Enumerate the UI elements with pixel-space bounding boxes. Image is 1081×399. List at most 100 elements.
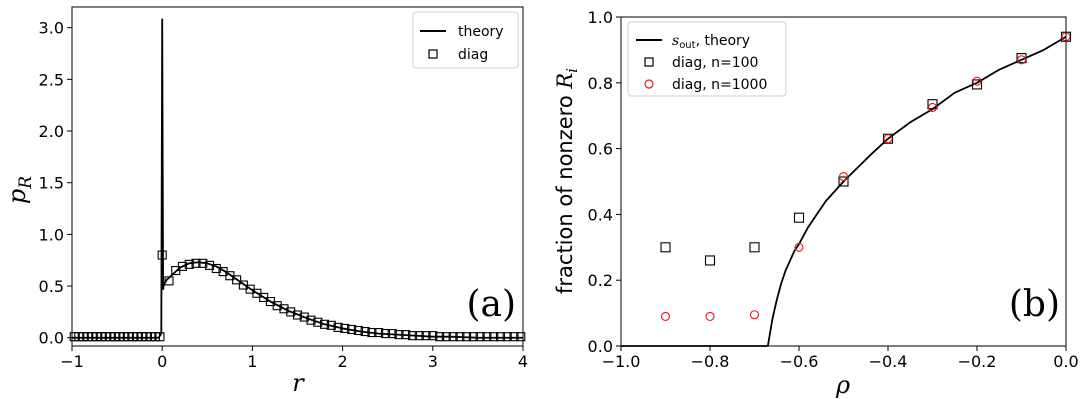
- panel-a-legend-box: [412, 11, 519, 69]
- a-diag-point: [441, 332, 451, 342]
- a-diag-point: [320, 319, 330, 329]
- a-diag-point: [198, 258, 208, 268]
- panel-b-legend-n1000-label: diag, n=1000: [672, 77, 767, 93]
- a-diag-point: [313, 317, 323, 327]
- a-diag-point: [205, 260, 215, 270]
- a-diag-point: [367, 328, 377, 338]
- b-diag-n100-point: [1016, 53, 1027, 64]
- a-y-tick-label: 1.0: [39, 225, 64, 244]
- b-diag-n1000-point: [838, 172, 849, 182]
- panel-a-legend-theory-label: theory: [458, 24, 504, 40]
- a-diag-point: [428, 331, 438, 341]
- b-diag-n1000-point: [749, 310, 760, 320]
- a-diag-point: [482, 332, 492, 342]
- b-diag-n1000-point: [705, 311, 715, 321]
- panel-b-legend-n1000-swatch: [644, 79, 654, 89]
- a-diag-point: [455, 332, 465, 342]
- a-diag-point: [495, 332, 506, 342]
- panel-b-y-axis-label: fraction of nonzero Ri: [553, 68, 581, 294]
- a-y-tick-label: 3.0: [39, 19, 64, 38]
- a-diag-point: [475, 332, 485, 342]
- b-diag-n1000-point: [927, 102, 938, 113]
- panel-b-tag: (b): [1009, 284, 1060, 325]
- a-x-tick-label: 1: [247, 352, 257, 371]
- a-diag-point: [333, 322, 343, 332]
- panel-b-legend: sout, theory diag, n=100 diag, n=1000: [627, 21, 787, 97]
- panel-a-plot-frame: [71, 6, 524, 347]
- b-x-tick-label: −0.6: [780, 352, 819, 371]
- panel-b-legend-box: [627, 21, 787, 97]
- b-diag-n100-point: [793, 212, 805, 223]
- a-y-tick-label: 1.5: [39, 174, 64, 193]
- a-diag-point: [232, 275, 242, 285]
- a-y-tick-label: 2.0: [39, 122, 64, 141]
- a-diag-point: [299, 312, 309, 322]
- b-y-tick-label: 1.0: [588, 8, 613, 27]
- a-y-tick-label: 0.0: [39, 329, 64, 348]
- b-diag-n1000-point: [972, 76, 982, 86]
- b-theory-line: [621, 35, 1067, 347]
- b-y-tick-label: 0.4: [588, 205, 613, 224]
- a-diag-point: [184, 259, 194, 269]
- a-x-tick-label: −1: [60, 352, 84, 371]
- a-diag-point: [462, 332, 472, 342]
- a-diag-point: [191, 258, 201, 268]
- a-diag-point: [414, 331, 424, 341]
- a-diag-point: [272, 301, 282, 311]
- a-diag-point: [326, 320, 336, 330]
- b-x-tick-label: −0.8: [691, 352, 730, 371]
- a-diag-point: [353, 325, 363, 336]
- a-diag-point: [155, 332, 165, 342]
- b-x-tick-label: −1.0: [602, 352, 641, 371]
- b-y-tick-label: 0.0: [588, 337, 613, 356]
- a-diag-point: [509, 332, 519, 342]
- panel-a-legend: theory diag: [412, 11, 519, 69]
- a-x-tick-label: 4: [518, 352, 528, 371]
- panel-a-tag: (a): [466, 284, 516, 325]
- a-diag-point: [435, 332, 445, 342]
- panel-a-legend-diag-label: diag: [458, 47, 488, 63]
- b-diag-n100-point: [927, 99, 938, 110]
- panel-b-legend-n100-swatch: [644, 57, 654, 67]
- a-x-tick-label: 0: [157, 352, 167, 371]
- a-diag-point: [394, 330, 404, 340]
- panel-b-legend-n100-label: diag, n=100: [672, 55, 758, 71]
- a-diag-point: [421, 331, 431, 341]
- a-diag-point: [177, 261, 188, 271]
- panel-a-legend-diag-swatch: [428, 49, 438, 59]
- a-diag-point: [279, 304, 289, 314]
- b-y-tick-label: 0.2: [588, 271, 613, 290]
- b-x-tick-label: −0.2: [958, 352, 997, 371]
- a-diag-point: [387, 329, 397, 339]
- a-diag-point: [380, 329, 390, 339]
- a-diag-point: [347, 324, 357, 335]
- panel-a-y-axis-label: pR: [3, 176, 36, 204]
- b-diag-n100-point: [838, 176, 849, 187]
- a-diag-point: [407, 331, 418, 341]
- a-diag-point: [306, 315, 316, 325]
- b-diag-n1000-point: [660, 311, 671, 321]
- b-diag-n100-point: [971, 79, 983, 90]
- a-diag-point: [286, 307, 296, 317]
- a-diag-point: [157, 250, 167, 260]
- b-diag-n100-point: [749, 242, 760, 253]
- a-diag-point: [502, 332, 512, 342]
- a-y-tick-label: 2.5: [39, 70, 64, 89]
- a-diag-point: [516, 332, 526, 342]
- a-diag-point: [340, 323, 350, 333]
- panel-b: −1.0 −0.8 −0.6 −0.4 −0.2 0.0 0.0 0.2 0.4 0.6 0.8 1.…: [553, 8, 1079, 399]
- a-diag-point: [164, 276, 174, 286]
- b-diag-n100-point: [660, 242, 671, 253]
- panel-b-plot-frame: [620, 16, 1067, 347]
- b-y-tick-label: 0.6: [588, 140, 613, 159]
- a-diag-point: [211, 263, 221, 274]
- a-diag-point: [489, 332, 499, 342]
- panel-a: −1 0 1 2 3 4 0.0 0.5 1.0 1.5 2.0 2.5 3.0 r pR theory…: [3, 6, 528, 397]
- a-y-tick-label: 0.5: [39, 277, 64, 296]
- a-diag-point: [401, 330, 411, 340]
- panel-b-x-axis-label: ρ: [835, 371, 850, 399]
- a-diag-point: [468, 332, 478, 342]
- b-diag-n1000-point: [794, 242, 804, 252]
- a-diag-point: [292, 310, 303, 320]
